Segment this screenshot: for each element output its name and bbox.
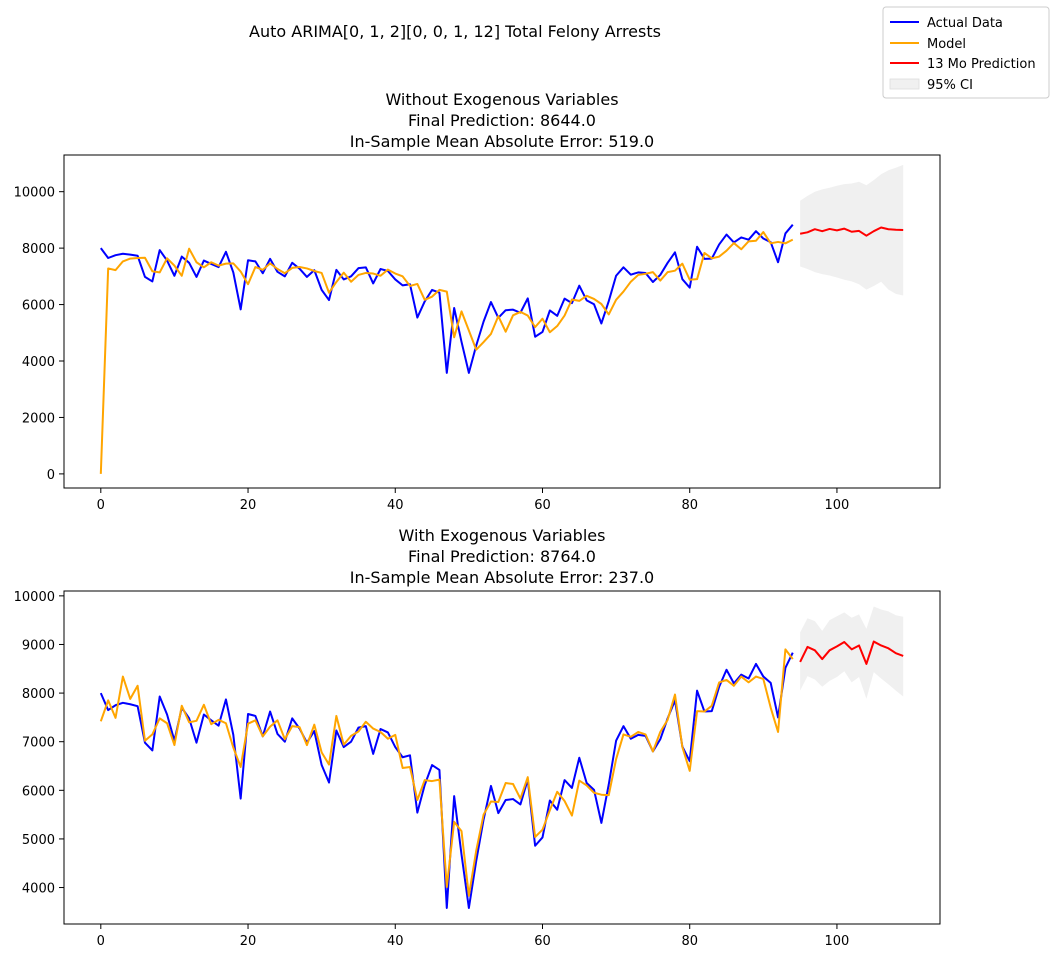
- legend: Actual Data Model 13 Mo Prediction 95% C…: [882, 6, 1050, 99]
- x-tick-label: 60: [534, 498, 551, 513]
- y-tick-label: 6000: [22, 784, 55, 799]
- legend-handle-ci: [889, 78, 920, 90]
- series-line-model: [99, 231, 794, 474]
- x-tick-label: 100: [825, 934, 850, 949]
- x-tick-label: 0: [97, 498, 105, 513]
- y-tick-label: 5000: [22, 833, 55, 848]
- x-tick-label: 60: [534, 934, 551, 949]
- series-line-actual: [100, 224, 794, 374]
- axes-title-line-0: With Exogenous Variables: [399, 526, 606, 545]
- y-tick-label: 7000: [22, 736, 55, 751]
- y-tick-label: 4000: [22, 355, 55, 370]
- ci-band: [800, 606, 904, 699]
- series-line-model: [99, 648, 794, 897]
- x-tick-label: 100: [825, 498, 850, 513]
- axes-frame: [63, 590, 941, 925]
- y-tick-label: 8000: [22, 242, 55, 257]
- axes-title-line-2: In-Sample Mean Absolute Error: 519.0: [350, 132, 654, 151]
- x-tick-label: 0: [97, 934, 105, 949]
- y-tick-label: 10000: [14, 186, 55, 201]
- y-tick-label: 9000: [22, 638, 55, 653]
- legend-frame: [882, 6, 1050, 99]
- y-tick-label: 8000: [22, 687, 55, 702]
- x-tick-label: 20: [240, 498, 257, 513]
- x-tick-label: 40: [387, 498, 404, 513]
- x-tick-label: 80: [681, 498, 698, 513]
- series-line-prediction: [799, 226, 904, 237]
- axes-without-exog: Without Exogenous Variables Final Predict…: [14, 90, 941, 513]
- ci-band: [800, 164, 904, 296]
- legend-label-ci: 95% CI: [927, 78, 973, 93]
- legend-label-model: Model: [927, 37, 966, 52]
- y-tick-label: 4000: [22, 882, 55, 897]
- axes-title-line-1: Final Prediction: 8644.0: [408, 111, 596, 130]
- x-tick-label: 80: [681, 934, 698, 949]
- y-tick-label: 10000: [14, 590, 55, 605]
- figure-suptitle: Auto ARIMA[0, 1, 2][0, 0, 1, 12] Total F…: [249, 22, 661, 41]
- y-tick-label: 6000: [22, 299, 55, 314]
- legend-label-prediction: 13 Mo Prediction: [927, 57, 1036, 72]
- axes-title-line-0: Without Exogenous Variables: [385, 90, 618, 109]
- y-tick-label: 2000: [22, 411, 55, 426]
- legend-label-actual: Actual Data: [927, 16, 1003, 31]
- y-tick-label: 0: [47, 468, 55, 483]
- x-tick-label: 40: [387, 934, 404, 949]
- axes-title-line-1: Final Prediction: 8764.0: [408, 547, 596, 566]
- axes-title-line-2: In-Sample Mean Absolute Error: 237.0: [350, 568, 654, 587]
- axes-frame: [63, 154, 941, 489]
- axes-with-exog: With Exogenous Variables Final Prediction…: [14, 526, 941, 949]
- x-tick-label: 20: [240, 934, 257, 949]
- series-line-prediction: [799, 640, 904, 665]
